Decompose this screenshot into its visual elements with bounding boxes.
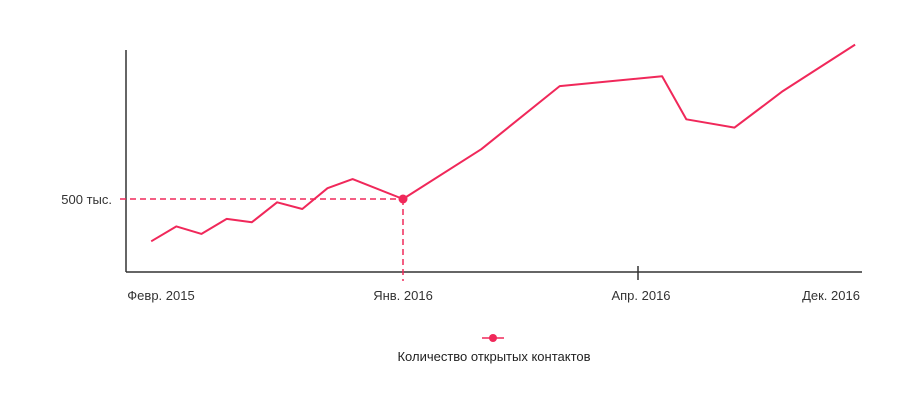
x-tick-label: Дек. 2016 <box>802 288 860 303</box>
legend-marker-swatch <box>489 334 497 342</box>
axes <box>125 50 862 280</box>
highlight-guides <box>120 198 404 281</box>
legend: Количество открытых контактов <box>397 334 591 364</box>
highlight-point <box>398 194 408 204</box>
x-tick-label: Янв. 2016 <box>373 288 433 303</box>
x-tick-label: Апр. 2016 <box>611 288 670 303</box>
x-tick-label: Февр. 2015 <box>127 288 194 303</box>
y-tick-label: 500 тыс. <box>61 192 112 207</box>
series-layer <box>150 43 856 243</box>
series-line <box>150 43 856 243</box>
legend-label: Количество открытых контактов <box>397 349 590 364</box>
